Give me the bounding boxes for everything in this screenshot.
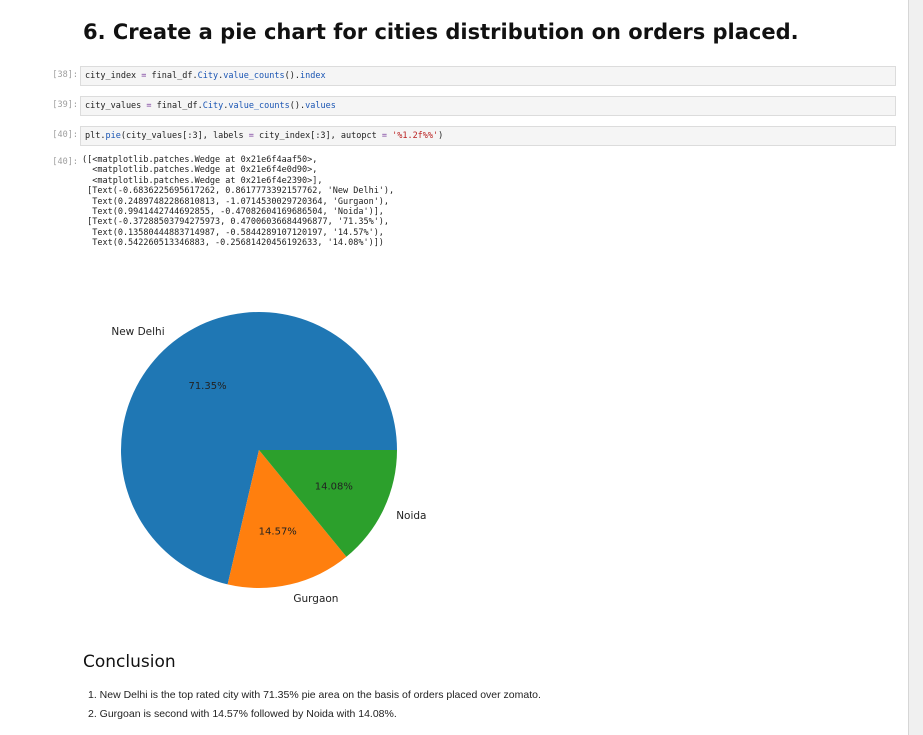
code-input[interactable]: plt.pie(city_values[:3], labels = city_i… <box>80 126 896 146</box>
cell-output: ([<matplotlib.patches.Wedge at 0x21e6f4a… <box>82 155 394 249</box>
cell-prompt: [39]: <box>52 100 78 110</box>
code-input[interactable]: city_values = final_df.City.value_counts… <box>80 96 896 116</box>
pie-label: Noida <box>396 510 426 522</box>
output-prompt: [40]: <box>52 157 78 167</box>
pie-label: Gurgaon <box>293 593 338 605</box>
output-line: Text(0.9941442744692855, -0.470826041696… <box>82 207 384 218</box>
output-line: <matplotlib.patches.Wedge at 0x21e6f4e0d… <box>82 165 318 176</box>
pie-percent-label: 14.57% <box>259 527 297 538</box>
output-line: ([<matplotlib.patches.Wedge at 0x21e6f4a… <box>82 155 318 165</box>
section-heading: 6. Create a pie chart for cities distrib… <box>83 20 799 44</box>
scrollbar[interactable] <box>909 0 923 735</box>
conclusion-title: Conclusion <box>83 652 176 672</box>
output-line: Text(0.13580444883714987, -0.58442891071… <box>82 227 384 238</box>
output-line: <matplotlib.patches.Wedge at 0x21e6f4e23… <box>82 175 323 186</box>
code-text: plt.pie(city_values[:3], labels = city_i… <box>85 131 444 141</box>
pie-slice-noida <box>259 450 397 557</box>
code-text: city_index = final_df.City.value_counts(… <box>85 71 326 81</box>
pie-chart: New Delhi 71.35% Gurgaon 14.57% Noida 14.08% <box>111 312 426 605</box>
pie-slice-gurgaon <box>227 450 347 588</box>
pie-slice-new-delhi <box>121 312 398 585</box>
conclusion-item: 1. New Delhi is the top rated city with … <box>88 689 541 701</box>
output-line: Text(0.2489748228681081З, -1.07145300297… <box>82 196 390 207</box>
output-line: [Text(-0.6836225695617262, 0.86177733921… <box>82 186 395 197</box>
code-text: city_values = final_df.City.value_counts… <box>85 101 336 111</box>
pie-percent-label: 71.35% <box>188 381 226 392</box>
conclusion-list: 1. New Delhi is the top rated city with … <box>88 686 541 724</box>
pie-label: New Delhi <box>111 326 164 338</box>
pie-percent-label: 14.08% <box>315 481 353 492</box>
output-line: Text(0.542260513346883, -0.2568142045619… <box>82 238 384 249</box>
cell-prompt: [38]: <box>52 70 78 80</box>
cell-prompt: [40]: <box>52 130 78 140</box>
output-line: [Text(-0.37288503794275973, 0.4700603668… <box>82 217 390 228</box>
code-input[interactable]: city_index = final_df.City.value_counts(… <box>80 66 896 86</box>
conclusion-item: 2. Gurgoan is second with 14.57% followe… <box>88 708 397 720</box>
